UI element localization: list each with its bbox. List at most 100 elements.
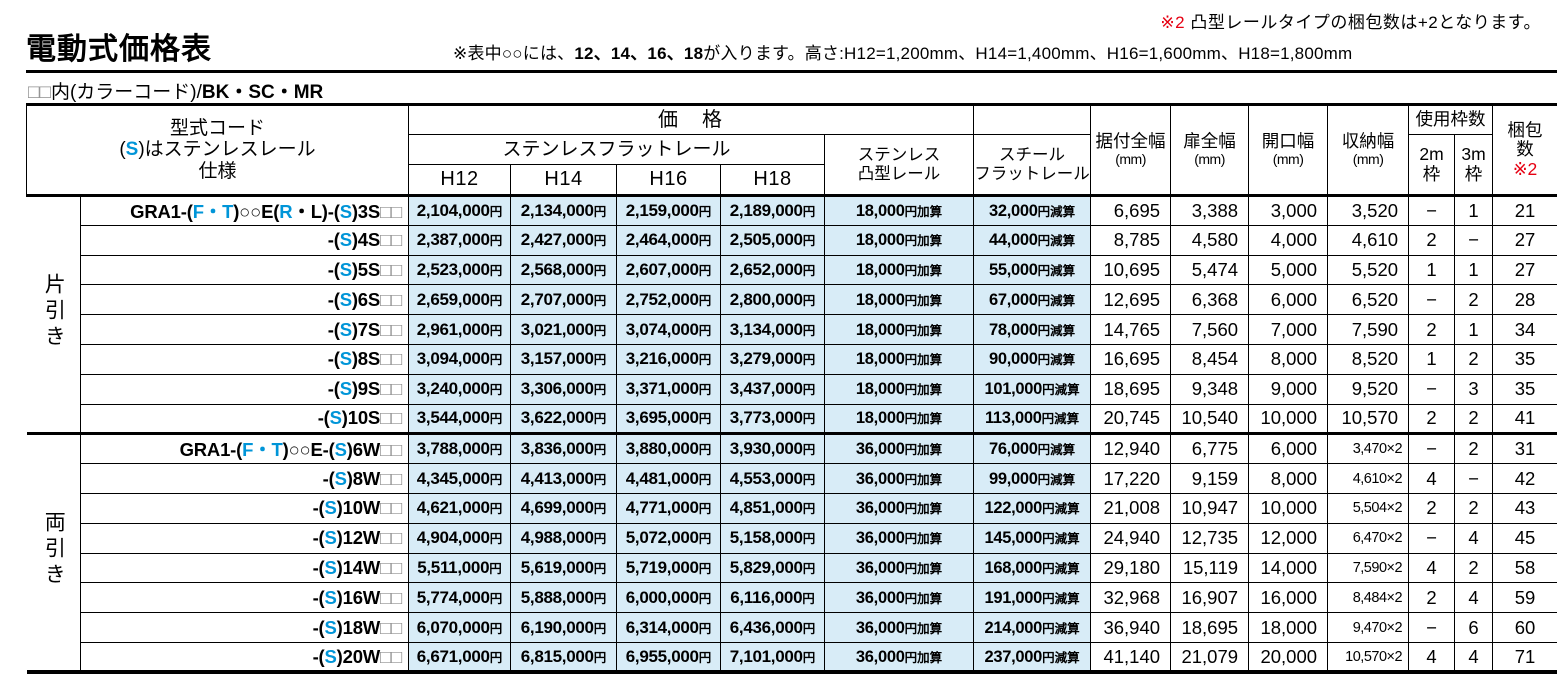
install-width-cell: 16,695 bbox=[1090, 343, 1172, 375]
install-width-cell: 6,695 bbox=[1090, 194, 1172, 226]
code-segment: S bbox=[339, 258, 352, 280]
convex-rail-adjust-cell: 36,000円加算 bbox=[823, 612, 975, 643]
code-segment: )3S bbox=[351, 200, 381, 222]
table-row: -(S)12W□□ 4,904,000円 4,988,000円 5,072,000円 5… bbox=[27, 522, 1557, 554]
note-top-right-text: 凸型レールタイプの梱包数は+2となります。 bbox=[1190, 13, 1541, 32]
steel-rail-adjust-cell: 55,000円減算 bbox=[973, 254, 1092, 286]
price-cell: 2,607,000円 bbox=[616, 254, 721, 286]
price-value: 7,101,000 bbox=[729, 646, 803, 666]
steel-rail-adjust-cell: 67,000円減算 bbox=[973, 284, 1092, 316]
model-code-header-line2: (S)はステンレスレール bbox=[119, 139, 316, 161]
adjust-suffix: 円加算 bbox=[904, 561, 943, 576]
price-cell: 2,159,000円 bbox=[616, 194, 721, 226]
opening-width-cell: 12,000 bbox=[1248, 522, 1329, 554]
price-cell: 6,436,000円 bbox=[720, 612, 825, 643]
steel-rail-adjust-cell: 214,000円減算 bbox=[973, 612, 1092, 643]
storage-width-cell: 8,520 bbox=[1327, 343, 1410, 375]
convex-rail-adjust-cell: 18,000円加算 bbox=[823, 403, 975, 435]
frames-3m-cell: − bbox=[1454, 463, 1494, 494]
frames-3m-cell: 2 bbox=[1454, 403, 1494, 435]
stainless-convex-rail-header: ステンレス 凸型レール bbox=[823, 134, 975, 196]
frames-3m-cell: 1 bbox=[1454, 254, 1494, 286]
price-value: 4,771,000 bbox=[625, 498, 699, 518]
convex-rail-adjust-cell: 18,000円加算 bbox=[823, 284, 975, 316]
adjust-suffix: 円加算 bbox=[904, 234, 943, 249]
frames-used-header: 使用枠数 bbox=[1408, 104, 1494, 135]
install-width-cell: 24,940 bbox=[1090, 522, 1172, 554]
install-width-cell: 10,695 bbox=[1090, 254, 1172, 286]
frames-2m-cell: 4 bbox=[1408, 641, 1456, 673]
note-middle-sizes: 12、14、16、18 bbox=[574, 44, 704, 63]
door-width-cell: 21,079 bbox=[1170, 641, 1250, 673]
adjust-suffix: 円減算 bbox=[1042, 561, 1080, 576]
code-segment: S bbox=[324, 556, 337, 578]
price-value: 2,568,000 bbox=[520, 259, 594, 279]
yen-suffix: 円 bbox=[802, 532, 816, 547]
opening-width-cell: 3,000 bbox=[1248, 194, 1329, 226]
code-segment: )4S bbox=[351, 229, 381, 251]
yen-suffix: 円 bbox=[489, 621, 503, 636]
price-value: 6,116,000 bbox=[730, 587, 803, 607]
yen-suffix: 円 bbox=[698, 561, 712, 576]
code-segment: □□ bbox=[380, 616, 402, 638]
model-code-cell: -(S)18W□□ bbox=[80, 612, 409, 643]
frames-2m-cell: − bbox=[1408, 373, 1456, 405]
package-count-cell: 43 bbox=[1492, 492, 1557, 524]
frames-2m-cell: 4 bbox=[1408, 552, 1456, 584]
yen-suffix: 円 bbox=[489, 353, 503, 368]
storage-width-cell: 5,504×2 bbox=[1327, 492, 1410, 524]
adjust-value: 76,000 bbox=[988, 440, 1038, 459]
code-segment: S bbox=[324, 497, 337, 519]
price-value: 4,481,000 bbox=[625, 468, 699, 488]
install-width-cell: 29,180 bbox=[1090, 552, 1172, 584]
convex-rail-adjust-cell: 36,000円加算 bbox=[823, 522, 975, 554]
package-count-cell: 59 bbox=[1492, 582, 1557, 614]
model-code-cell: -(S)14W□□ bbox=[80, 552, 409, 584]
header-row-3: H12 H14 H16 H18 bbox=[27, 164, 1557, 196]
package-count-header: 梱包数 ※2 bbox=[1492, 104, 1557, 196]
table-row: -(S)18W□□ 6,070,000円 6,190,000円 6,314,000円 6… bbox=[27, 612, 1557, 643]
yen-suffix: 円 bbox=[489, 204, 503, 219]
price-value: 4,699,000 bbox=[520, 498, 594, 518]
adjust-value: 36,000 bbox=[855, 440, 905, 459]
note-middle: ※表中○○には、12、14、16、18が入ります。高さ:H12=1,200mm、… bbox=[453, 39, 1352, 64]
code-segment: S bbox=[324, 645, 337, 667]
table-row: -(S)20W□□ 6,671,000円 6,815,000円 6,955,000円 7… bbox=[27, 641, 1557, 673]
adjust-value: 99,000 bbox=[988, 469, 1038, 488]
code-segment: -( bbox=[312, 497, 325, 519]
door-width-cell: 12,735 bbox=[1170, 522, 1250, 554]
table-row: -(S)4S□□ 2,387,000円 2,427,000円 2,464,000円 2,… bbox=[27, 224, 1557, 256]
adjust-value: 113,000 bbox=[984, 409, 1042, 428]
group-label-text: 両引き bbox=[42, 511, 66, 590]
price-value: 3,094,000 bbox=[416, 349, 490, 369]
frames-2m-cell: 2 bbox=[1408, 582, 1456, 614]
price-value: 4,904,000 bbox=[416, 528, 490, 548]
price-value: 2,505,000 bbox=[729, 230, 803, 250]
code-segment: S bbox=[339, 318, 352, 340]
opening-width-header: 開口幅 (mm) bbox=[1248, 104, 1329, 196]
price-value: 2,659,000 bbox=[416, 289, 490, 309]
model-code-cell: -(S)6S□□ bbox=[80, 284, 409, 316]
package-count-cell: 45 bbox=[1492, 522, 1557, 554]
price-value: 4,851,000 bbox=[729, 498, 803, 518]
price-cell: 3,544,000円 bbox=[408, 403, 511, 435]
code-segment: □□ bbox=[380, 378, 402, 400]
steel-rail-adjust-cell: 101,000円減算 bbox=[973, 373, 1092, 405]
price-value: 5,619,000 bbox=[520, 557, 594, 577]
yen-suffix: 円 bbox=[593, 263, 607, 278]
storage-width-cell: 3,520 bbox=[1327, 194, 1410, 226]
code-segment: □□ bbox=[380, 318, 402, 340]
frames-3m-cell: 6 bbox=[1454, 612, 1494, 643]
yen-suffix: 円 bbox=[802, 472, 816, 487]
price-cell: 3,134,000円 bbox=[720, 314, 825, 345]
frames-3m-cell: 2 bbox=[1454, 492, 1494, 524]
model-code-cell: GRA1-(F・T)○○E(R・L)-(S)3S□□ bbox=[80, 194, 409, 226]
stainless-flat-rail-header: ステンレスフラットレール bbox=[408, 134, 825, 165]
adjust-suffix: 円加算 bbox=[904, 650, 943, 665]
code-segment: -( bbox=[312, 645, 325, 667]
header-row-2: ステンレスフラットレール ステンレス 凸型レール スチール フラットレール 2m 枠 … bbox=[27, 134, 1557, 196]
storage-width-cell: 6,470×2 bbox=[1327, 522, 1410, 554]
adjust-value: 18,000 bbox=[855, 320, 905, 339]
yen-suffix: 円 bbox=[593, 532, 607, 547]
convex-rail-adjust-cell: 18,000円加算 bbox=[823, 224, 975, 256]
